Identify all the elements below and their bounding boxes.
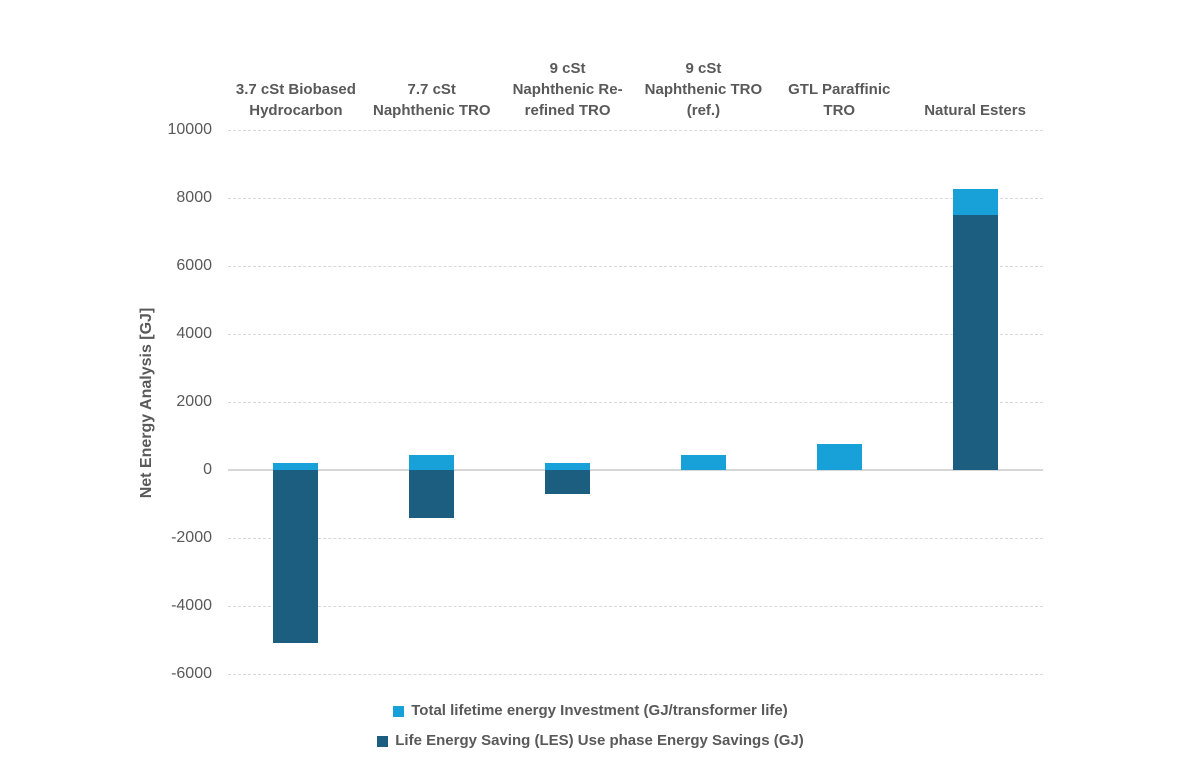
category-label-line: 7.7 cSt [407, 81, 456, 98]
legend-entry: Life Energy Saving (LES) Use phase Energ… [377, 732, 804, 749]
y-tick-label: 2000 [176, 393, 212, 410]
bar-investment-5 [952, 188, 998, 215]
y-tick-label: 8000 [176, 189, 212, 206]
y-tick-label: -4000 [171, 597, 212, 614]
bar-les-2 [545, 470, 591, 494]
y-axis-title: Net Energy Analysis [GJ] [138, 307, 155, 499]
gridline-10000 [228, 130, 1043, 131]
category-label-line: 3.7 cSt Biobased [235, 81, 356, 98]
legend-label: Total lifetime energy Investment (GJ/tra… [411, 702, 788, 719]
bar-les-0 [273, 470, 319, 644]
category-label-line: (ref.) [686, 102, 721, 119]
category-label-line: refined TRO [524, 102, 611, 119]
category-label: GTL Paraffinic TRO [765, 46, 913, 121]
bar-les-1 [409, 470, 455, 518]
bar-investment-2 [545, 463, 591, 470]
bar-investment-4 [816, 443, 862, 470]
bar-investment-3 [680, 455, 726, 470]
y-tick-label: 6000 [176, 257, 212, 274]
bar-investment-1 [409, 455, 455, 470]
gridline-2000 [228, 402, 1043, 403]
category-label-line: Hydrocarbon [249, 102, 343, 119]
bar-investment-0 [273, 463, 319, 470]
category-label-line: Naphthenic TRO [372, 102, 491, 119]
category-label-line: Natural Esters [924, 102, 1026, 119]
chart-legend: Total lifetime energy Investment (GJ/tra… [0, 703, 1181, 749]
category-label-line: 9 cSt [685, 60, 722, 77]
category-label-line: Naphthenic Re- [512, 81, 623, 98]
y-tick-label: 4000 [176, 325, 212, 342]
y-tick-label: 0 [203, 461, 212, 478]
y-tick-label: -6000 [171, 665, 212, 682]
category-label: 9 cSt Naphthenic TRO (ref.) [630, 46, 778, 121]
category-label-line: TRO [823, 102, 856, 119]
category-label: 7.7 cSt Naphthenic TRO [358, 46, 506, 121]
category-label-line: GTL Paraffinic [788, 81, 891, 98]
gridline-8000 [228, 198, 1043, 199]
y-tick-label: -2000 [171, 529, 212, 546]
gridline-6000 [228, 266, 1043, 267]
gridline-4000 [228, 334, 1043, 335]
x-axis-zero-line [228, 469, 1043, 471]
gridline--6000 [228, 674, 1043, 675]
category-label: 3.7 cSt Biobased Hydrocarbon [222, 46, 370, 121]
y-tick-label: 10000 [167, 121, 213, 138]
category-label-line: 9 cSt [549, 60, 586, 77]
category-label: 9 cSt Naphthenic Re-refined TRO [494, 46, 642, 121]
legend-swatch-icon [393, 705, 405, 717]
gridline--2000 [228, 538, 1043, 539]
legend-entry: Total lifetime energy Investment (GJ/tra… [393, 702, 788, 719]
category-label-line: Naphthenic TRO [644, 81, 763, 98]
gridline--4000 [228, 606, 1043, 607]
category-label: Natural Esters [901, 46, 1049, 121]
bar-les-5 [952, 215, 998, 470]
legend-swatch-icon [377, 735, 389, 747]
legend-label: Life Energy Saving (LES) Use phase Energ… [395, 732, 804, 749]
